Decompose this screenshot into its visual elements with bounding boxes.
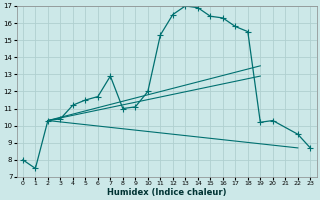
X-axis label: Humidex (Indice chaleur): Humidex (Indice chaleur)	[107, 188, 226, 197]
